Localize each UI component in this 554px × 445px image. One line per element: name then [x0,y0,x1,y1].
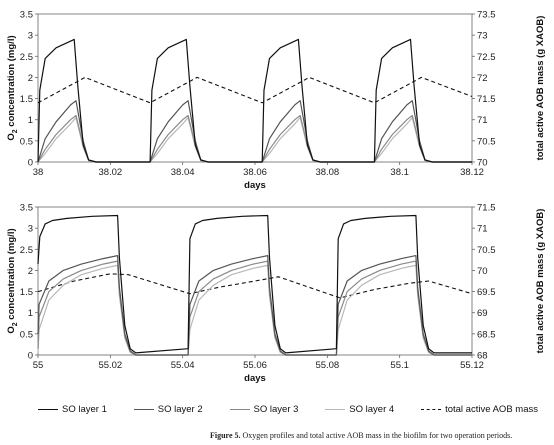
y-axis-label: O2 concentration (mg/l) [6,35,19,140]
x-tick-label: 55.1 [390,360,409,371]
chart-panel-2: 55 55.02 55.04 55.06 55.08 55.1 55.12 0 0.5 1 1.5 2… [6,203,546,385]
x-tick-label: 38 [33,167,44,178]
y2-tick-label: 68.5 [477,329,496,340]
y-axis-label: O2 concentration (mg/l) [6,228,19,333]
legend-label: total active AOB mass [445,403,538,415]
series-line-total-active-aob-mass [37,273,473,299]
x-tick-label: 55.08 [315,360,339,371]
x-tick-label: 38.08 [315,167,339,178]
caption-label: Figure 5. [210,431,241,440]
series-line-total-active-aob-mass [37,76,473,104]
y-tick-label: 2 [28,266,33,277]
x-tick-label: 55 [33,360,44,371]
y2-tick-label: 72.5 [477,52,496,63]
x-axis-label: days [244,180,266,191]
y2-tick-label: 73 [477,31,488,42]
x-tick-label: 38.12 [460,167,484,178]
series-line-so-layer-2 [37,255,472,356]
y2-tick-label: 70 [477,266,488,277]
legend-item: SO layer 4 [325,404,394,415]
series-line-so-layer-3 [37,260,472,356]
legend-item: SO layer 2 [133,403,203,415]
x-axis-label: days [244,373,266,384]
series-line-so-layer-2 [37,100,472,163]
x-tick-label: 38.06 [243,167,267,178]
y-tick-label: 3 [28,224,33,235]
x-tick-label: 55.04 [171,360,195,371]
y-tick-label: 3.5 [20,203,33,214]
x-tick-label: 55.02 [98,360,122,371]
y2-tick-label: 71.5 [477,203,496,214]
legend-label: SO layer 4 [349,403,395,415]
legend-swatch [38,408,58,410]
y2-tick-label: 69.5 [477,287,496,298]
plot-frame [37,13,473,163]
legend-swatch [421,408,442,410]
series-line-so-layer-4 [37,116,472,163]
legend-label: SO layer 2 [157,403,203,415]
series-line-so-layer-4 [37,264,472,356]
y-tick-label: 2.5 [20,52,33,63]
legend-swatch [133,408,154,410]
y2-tick-label: 72 [477,73,488,84]
legend: SO layer 1 SO layer 2 SO layer 3 SO layer 4… [38,402,538,416]
y2-axis-label: total active AOB mass (g XAOB) [535,209,546,354]
y2-tick-label: 68 [477,351,488,362]
legend-label: SO layer 3 [253,403,299,415]
y-tick-label: 2.5 [20,245,33,256]
y-tick-label: 0 [28,351,33,362]
legend-item: total active AOB mass [421,404,538,415]
y-tick-label: 2 [28,73,33,84]
x-tick-label: 38.04 [171,167,195,178]
y2-tick-label: 71.5 [477,94,496,105]
y2-tick-label: 69 [477,308,488,319]
plot-frame [37,206,473,356]
x-tick-label: 55.06 [243,360,267,371]
legend-swatch [325,408,346,410]
y-tick-label: 0.5 [20,329,33,340]
y-tick-label: 0 [28,158,33,169]
series-line-so-layer-3 [37,114,472,163]
y-tick-label: 1.5 [20,287,33,298]
legend-label: SO layer 1 [62,403,107,415]
y2-tick-label: 70.5 [477,245,496,256]
y-tick-label: 1.5 [20,94,33,105]
y2-tick-label: 70 [477,158,488,169]
legend-swatch [229,408,250,410]
chart-panel-1: 38 38.02 38.04 38.06 38.08 38.1 38.12 0 0.5 1 1.5 2… [6,10,546,192]
y2-tick-label: 71 [477,224,488,235]
legend-item: SO layer 1 [38,404,107,415]
series-line-so-layer-1 [37,38,472,163]
x-tick-label: 38.1 [390,167,409,178]
y-tick-label: 3.5 [20,10,33,21]
y2-tick-label: 71 [477,115,488,126]
legend-item: SO layer 3 [229,403,299,415]
y-tick-label: 0.5 [20,136,33,147]
y-tick-label: 1 [28,115,33,126]
y-tick-label: 3 [28,31,33,42]
x-tick-label: 55.12 [460,360,484,371]
caption-text: Oxygen profiles and total active AOB mas… [242,431,513,440]
figure-caption: Figure 5. Oxygen profiles and total acti… [210,431,554,440]
y2-axis-label: total active AOB mass (g XAOB) [535,16,546,161]
y2-tick-label: 73.5 [477,10,496,21]
series-line-so-layer-1 [37,214,472,354]
y2-tick-label: 70.5 [477,136,496,147]
x-tick-label: 38.02 [98,167,122,178]
y-tick-label: 1 [28,308,33,319]
